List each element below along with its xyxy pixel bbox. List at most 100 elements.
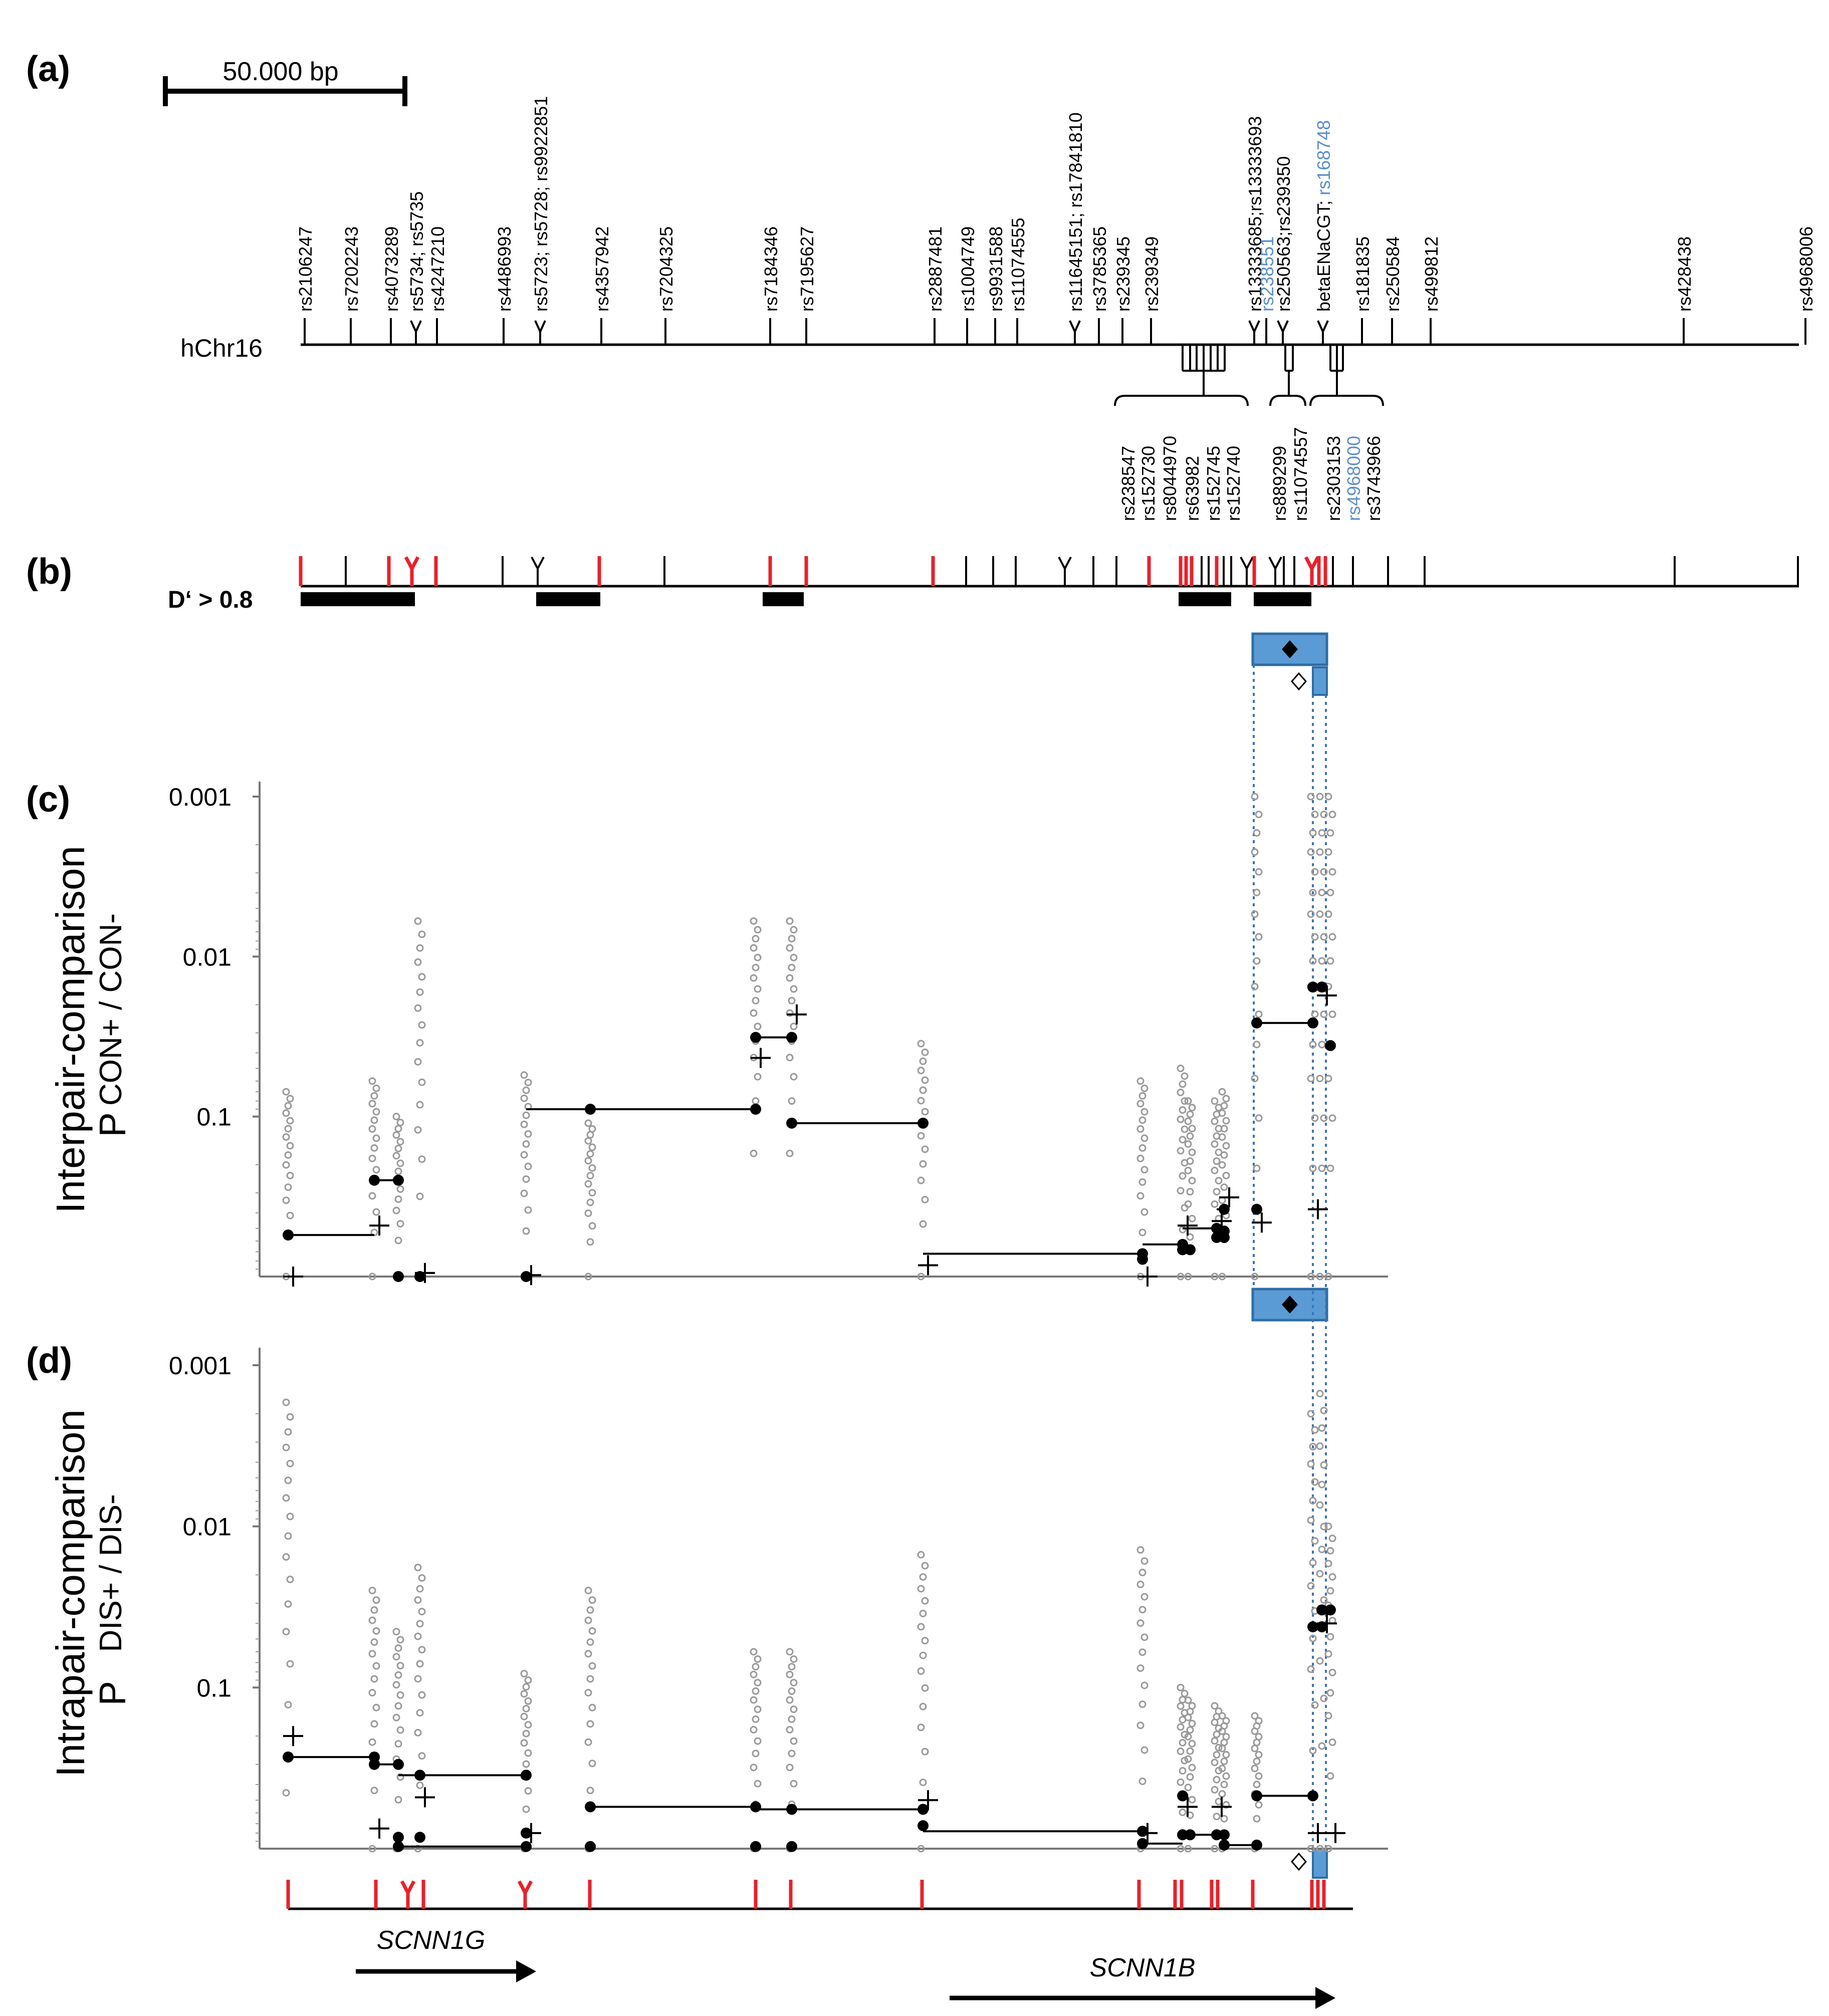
individual-point: [370, 1092, 378, 1100]
individual-point: [1179, 1080, 1187, 1088]
individual-point: [1179, 1172, 1187, 1180]
individual-point: [1328, 1738, 1336, 1746]
individual-point: [919, 1702, 927, 1710]
individual-point: [1309, 1443, 1317, 1451]
individual-point: [372, 1662, 380, 1670]
individual-point: [1184, 1166, 1192, 1174]
individual-point: [1220, 1757, 1228, 1766]
individual-point: [1181, 1689, 1189, 1697]
haplotype-highlights: [1251, 632, 1328, 1879]
individual-point: [1186, 1110, 1194, 1118]
individual-point: [1324, 1523, 1332, 1531]
individual-point: [1177, 1115, 1185, 1123]
median-point: [393, 1841, 404, 1852]
median-point: [1325, 1040, 1336, 1051]
individual-point: [1318, 888, 1326, 896]
individual-point: [1213, 1157, 1221, 1165]
median-point: [585, 1104, 596, 1115]
individual-point: [754, 953, 762, 961]
individual-point: [588, 1143, 596, 1151]
individual-point: [418, 1574, 426, 1582]
individual-point: [418, 1078, 426, 1086]
individual-point: [1177, 1187, 1185, 1195]
individual-point: [1220, 1815, 1228, 1823]
snp-label: rs2887481: [925, 226, 946, 312]
snp-label: rs152745: [1203, 446, 1224, 521]
median-point: [750, 1032, 761, 1043]
individual-point: [1316, 1390, 1324, 1398]
individual-point: [1307, 1273, 1315, 1281]
individual-point: [750, 1009, 758, 1017]
individual-point: [394, 1125, 402, 1133]
individual-point: [1138, 1569, 1147, 1577]
individual-point: [1318, 1480, 1326, 1488]
individual-point: [1188, 1125, 1196, 1133]
individual-point: [414, 1632, 422, 1640]
individual-point: [392, 1206, 400, 1214]
individual-point: [1253, 957, 1261, 965]
individual-point: [1140, 1208, 1149, 1216]
individual-point: [396, 1119, 404, 1127]
individual-point: [1320, 811, 1328, 819]
snp-label: rs250563;rs239350: [1273, 156, 1294, 312]
individual-point: [1138, 1178, 1147, 1186]
individual-point: [368, 1077, 376, 1085]
individual-point: [414, 917, 422, 925]
snp-label: rs4486993: [494, 226, 515, 312]
individual-point: [1309, 1746, 1317, 1754]
snp-bracket: [1114, 345, 1249, 406]
individual-point: [522, 1704, 530, 1712]
individual-point: [754, 1780, 762, 1788]
individual-point: [1213, 1776, 1221, 1784]
individual-point: [368, 1587, 376, 1595]
individual-point: [790, 1705, 798, 1713]
individual-point: [1328, 1535, 1336, 1543]
ld-tick: [1274, 557, 1282, 569]
individual-point: [588, 1759, 596, 1768]
individual-point: [786, 944, 794, 952]
individual-point: [1316, 910, 1324, 918]
individual-point: [286, 1459, 294, 1467]
individual-point: [1138, 1116, 1147, 1124]
individual-point: [1213, 1751, 1221, 1759]
individual-point: [1188, 1796, 1196, 1804]
haplotype-box-small: [1312, 666, 1328, 696]
panel-label-a: (a): [26, 49, 70, 89]
individual-point: [1140, 1134, 1149, 1142]
individual-point: [750, 1696, 758, 1704]
panel-label-c: (c): [26, 780, 70, 820]
marker-tick: [517, 1880, 527, 1894]
individual-point: [1218, 1712, 1226, 1720]
individual-point: [1211, 1166, 1219, 1174]
individual-point: [921, 1196, 929, 1204]
ylabel-d: Intrapair-comparison: [48, 1409, 93, 1777]
individual-point: [524, 1162, 532, 1170]
individual-point: [1320, 1461, 1328, 1469]
individual-point: [282, 1133, 290, 1141]
individual-point: [1309, 1496, 1317, 1504]
individual-point: [1328, 1668, 1336, 1676]
individual-point: [919, 1779, 927, 1787]
individual-point: [1184, 1117, 1192, 1125]
median-point: [750, 1841, 761, 1852]
individual-point: [394, 1796, 402, 1804]
individual-point: [1136, 1546, 1145, 1554]
individual-point: [1218, 1790, 1226, 1798]
individual-point: [370, 1787, 378, 1795]
individual-point: [1324, 1075, 1332, 1083]
panel-label-b: (b): [26, 552, 72, 592]
snp-label: rs7204325: [656, 226, 676, 312]
individual-point: [524, 1721, 532, 1729]
individual-point: [282, 1161, 290, 1169]
individual-point: [1136, 1154, 1145, 1162]
individual-point: [520, 1151, 528, 1159]
individual-point: [1316, 1657, 1324, 1665]
snp-label: rs1004749: [958, 226, 978, 312]
individual-point: [788, 996, 796, 1004]
snp-label: rs4357942: [592, 226, 612, 312]
individual-point: [1184, 1097, 1192, 1105]
snp-label: rs428438: [1674, 236, 1695, 312]
individual-point: [1309, 957, 1317, 965]
individual-point: [520, 1094, 528, 1102]
individual-point: [786, 1696, 794, 1704]
